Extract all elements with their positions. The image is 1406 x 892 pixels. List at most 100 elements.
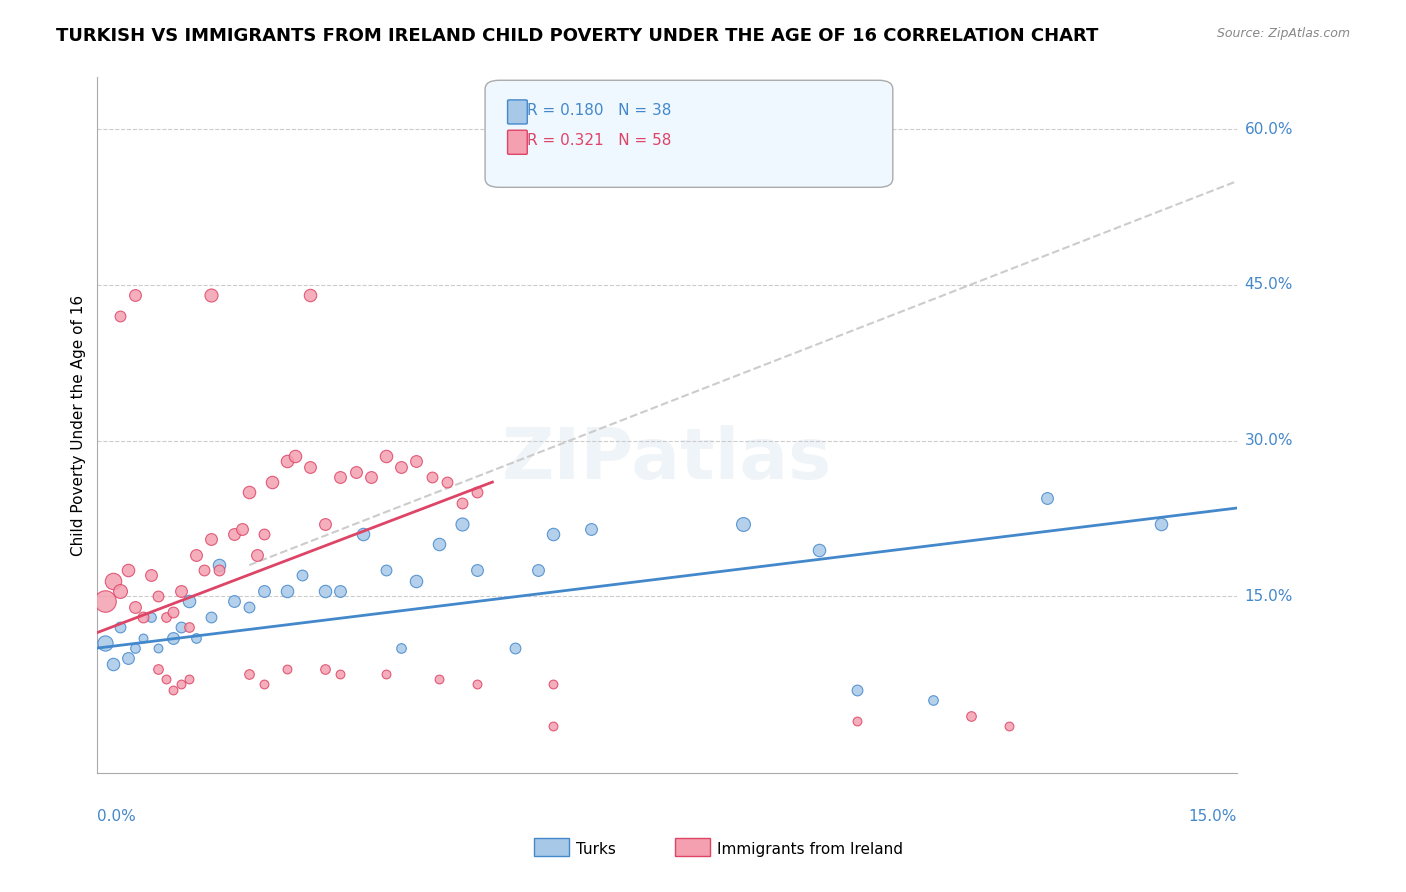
Point [101,574,124,588]
Point [344,465,367,479]
Point [124,599,146,614]
Point [253,677,276,691]
Point [451,516,474,531]
Point [579,522,602,536]
Point [329,584,352,599]
Point [177,620,200,634]
Point [146,589,169,603]
Point [465,485,488,500]
Text: 0.0%: 0.0% [97,809,136,824]
Point [314,516,336,531]
Point [375,449,398,463]
Point [375,563,398,577]
Text: R = 0.180   N = 38: R = 0.180 N = 38 [527,103,672,118]
Point [960,708,983,723]
Point [405,454,427,468]
Point [155,672,177,686]
Point [420,470,443,484]
Point [155,610,177,624]
Text: 30.0%: 30.0% [1244,434,1294,448]
Point [998,719,1021,733]
Point [253,584,276,599]
Point [94,594,117,608]
Point [314,662,336,676]
Point [427,537,450,551]
Text: R = 0.321   N = 58: R = 0.321 N = 58 [527,134,672,148]
Point [238,485,260,500]
Point [922,693,945,707]
Point [117,563,139,577]
Text: Source: ZipAtlas.com: Source: ZipAtlas.com [1216,27,1350,40]
Text: 60.0%: 60.0% [1244,122,1294,136]
Point [170,584,193,599]
Point [436,475,458,489]
Point [527,563,550,577]
Point [146,641,169,656]
Point [299,459,322,474]
Point [276,454,298,468]
Text: 45.0%: 45.0% [1244,277,1292,293]
Point [222,527,245,541]
Text: 15.0%: 15.0% [1188,809,1237,824]
Point [108,584,131,599]
Point [262,475,284,489]
Point [541,527,564,541]
Point [541,719,564,733]
Point [200,288,222,302]
Point [405,574,427,588]
Point [94,636,117,650]
Point [184,548,207,562]
Point [162,631,184,645]
Text: ZIPatlas: ZIPatlas [502,425,832,494]
Point [299,288,322,302]
Text: TURKISH VS IMMIGRANTS FROM IRELAND CHILD POVERTY UNDER THE AGE OF 16 CORRELATION: TURKISH VS IMMIGRANTS FROM IRELAND CHILD… [56,27,1098,45]
Point [329,470,352,484]
Point [238,599,260,614]
Point [291,568,314,582]
Point [170,620,193,634]
Point [117,651,139,665]
Point [108,309,131,323]
Point [284,449,307,463]
Point [1036,491,1059,505]
Point [101,657,124,671]
Point [162,682,184,697]
Point [352,527,374,541]
Point [846,682,869,697]
Point [124,288,146,302]
Y-axis label: Child Poverty Under the Age of 16: Child Poverty Under the Age of 16 [72,294,86,556]
Point [375,667,398,681]
Point [389,641,412,656]
Point [846,714,869,728]
Point [808,542,831,557]
Point [132,610,155,624]
Point [360,470,382,484]
Point [465,563,488,577]
Point [427,672,450,686]
Point [231,522,253,536]
Point [124,641,146,656]
Point [132,631,155,645]
Point [208,563,231,577]
Point [177,594,200,608]
Point [193,563,215,577]
Point [139,568,162,582]
Point [184,631,207,645]
Point [731,516,754,531]
Point [314,584,336,599]
Point [222,594,245,608]
Point [329,667,352,681]
Point [503,641,526,656]
Point [246,548,269,562]
Point [162,605,184,619]
Point [208,558,231,573]
Point [1150,516,1173,531]
Point [253,527,276,541]
Point [276,584,298,599]
Point [200,610,222,624]
Point [541,677,564,691]
Text: Turks: Turks [576,842,616,856]
Point [200,532,222,546]
Point [146,662,169,676]
Text: Immigrants from Ireland: Immigrants from Ireland [717,842,903,856]
